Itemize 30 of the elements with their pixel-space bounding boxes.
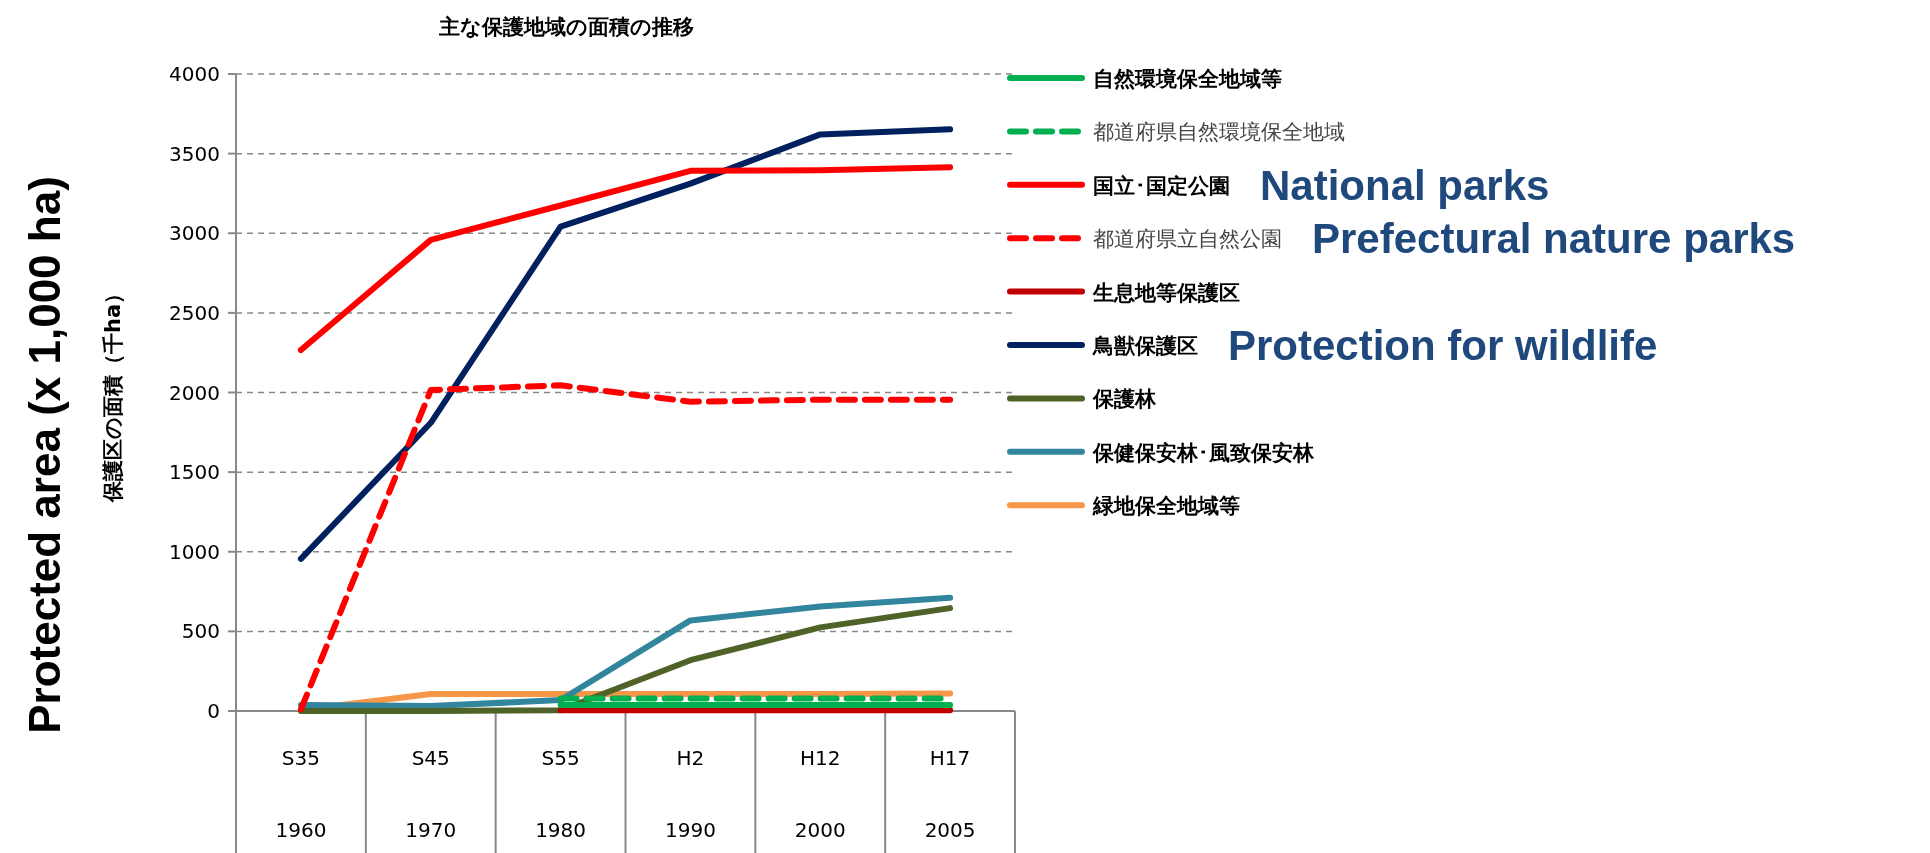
legend-label: 緑地保全地域等 (1092, 494, 1240, 519)
legend-label: 都道府県自然環境保全地域 (1093, 120, 1345, 145)
chart-title: 主な保護地域の面積の推移 (437, 15, 694, 39)
y-tick-label: 2500 (169, 300, 220, 325)
y-tick-label: 3500 (169, 141, 220, 166)
category-label: S35 1960 (275, 746, 327, 842)
category-label: H12 2000 (794, 746, 846, 842)
text: Protected area (x 1,000 ha) (20, 176, 69, 734)
category-label: H17 2005 (924, 746, 976, 842)
legend-label: 鳥獣保護区 (1092, 334, 1198, 358)
y-tick-label: 4000 (169, 62, 220, 86)
text: National parks (1260, 161, 1550, 209)
legend-label: 保健保安林･風致保安林 (1092, 440, 1315, 465)
category-label: S45 1970 (405, 746, 457, 842)
text: Protection for wildlife (1228, 322, 1658, 369)
y-axis-title: 保護区の面積（千ha） (101, 282, 125, 504)
category-label: S55 1980 (535, 746, 587, 842)
y-tick-label: 2000 (169, 380, 220, 405)
legend-label: 自然環境保全地域等 (1093, 67, 1282, 91)
legend-label: 保護林 (1092, 387, 1157, 412)
y-tick-label: 1500 (169, 460, 220, 485)
legend-label: 生息地等保護区 (1092, 280, 1240, 305)
text: Prefectural nature parks (1312, 215, 1796, 263)
y-tick-label: 1000 (169, 539, 220, 564)
category-label: H2 1990 (664, 746, 716, 842)
y-tick-label: 3000 (169, 221, 220, 246)
legend-label: 国立･国定公園 (1093, 173, 1230, 198)
y-tick-label: 500 (181, 619, 220, 644)
y-tick-label: 0 (207, 699, 220, 723)
legend-label: 都道府県立自然公園 (1093, 227, 1282, 252)
